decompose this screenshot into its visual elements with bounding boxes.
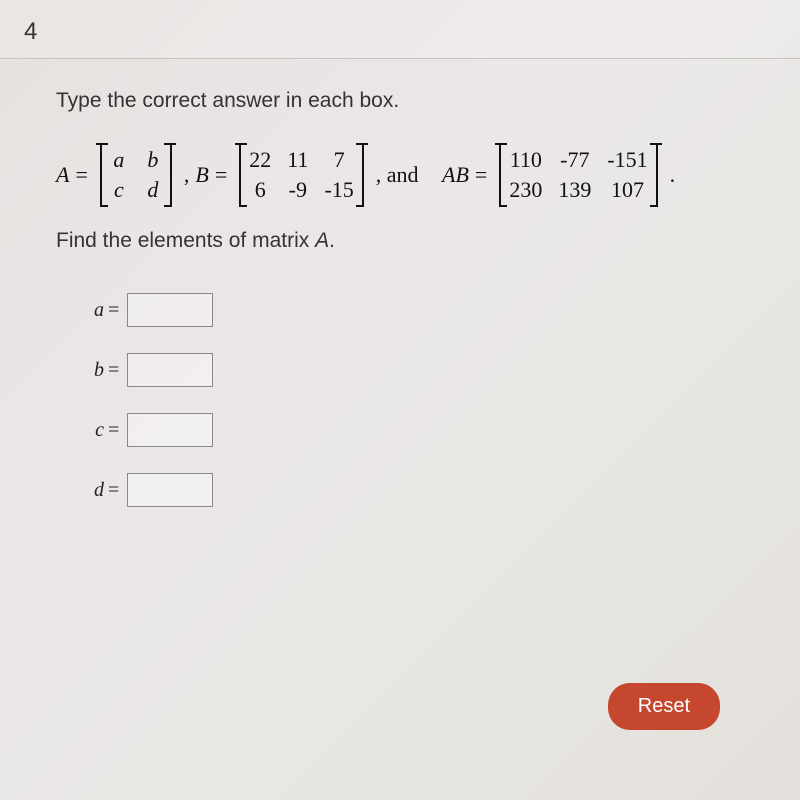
matrix-cell: a — [110, 147, 128, 173]
answer-eq-a: = — [108, 299, 119, 322]
answers-block: a=b=c=d= — [62, 293, 760, 507]
eq-sign-3: = — [475, 162, 487, 188]
answer-eq-c: = — [108, 419, 119, 442]
answer-row-c: c= — [62, 413, 760, 447]
reset-wrap: Reset — [608, 683, 720, 730]
eq-sign-1: = — [75, 162, 87, 188]
matrix-cell: -151 — [607, 147, 647, 173]
find-suffix: . — [329, 229, 335, 252]
matrix-cell: -77 — [558, 147, 591, 173]
matrix-cell: 230 — [509, 177, 542, 203]
matrix-cell: 6 — [249, 177, 271, 203]
question-page: 4 Type the correct answer in each box. A… — [0, 0, 800, 800]
matrix-a-label: A — [56, 162, 69, 188]
instruction-text: Type the correct answer in each box. — [56, 89, 760, 113]
matrix-cell: 7 — [324, 147, 353, 173]
matrix-cell: 22 — [249, 147, 271, 173]
period: . — [670, 162, 676, 188]
answer-input-b[interactable] — [127, 353, 213, 387]
answer-input-d[interactable] — [127, 473, 213, 507]
matrix-b: 22 11 7 6 -9 -15 — [235, 143, 368, 207]
matrix-ab-label: AB — [442, 162, 469, 188]
matrix-cell: d — [144, 177, 162, 203]
space-1 — [431, 162, 437, 188]
matrix-cell: -9 — [287, 177, 308, 203]
matrix-cell: -15 — [324, 177, 353, 203]
eq-sign-2: = — [215, 162, 227, 188]
matrix-cell: 110 — [509, 147, 542, 173]
matrix-cell: b — [144, 147, 162, 173]
matrix-cell: 139 — [558, 177, 591, 203]
answer-label-c: c — [62, 419, 104, 442]
matrix-ab: 110 -77 -151 230 139 107 — [495, 143, 661, 207]
answer-label-b: b — [62, 359, 104, 382]
answer-row-d: d= — [62, 473, 760, 507]
question-number-row: 4 — [0, 0, 800, 59]
matrix-cell: c — [110, 177, 128, 203]
answer-input-c[interactable] — [127, 413, 213, 447]
answer-eq-d: = — [108, 479, 119, 502]
answer-row-a: a= — [62, 293, 760, 327]
find-var: A — [315, 229, 329, 252]
find-text: Find the elements of matrix A. — [56, 229, 760, 253]
content-area: Type the correct answer in each box. A =… — [0, 59, 800, 507]
answer-row-b: b= — [62, 353, 760, 387]
matrix-b-label: B — [195, 162, 208, 188]
equation-line: A = abcd , B = 22 11 7 6 -9 -15 , and AB = 11… — [56, 143, 760, 207]
matrix-cell: 11 — [287, 147, 308, 173]
and-text: , and — [376, 162, 419, 188]
question-number: 4 — [24, 18, 37, 45]
answer-label-d: d — [62, 479, 104, 502]
comma-1: , — [184, 162, 190, 188]
matrix-a: abcd — [96, 143, 176, 207]
answer-label-a: a — [62, 299, 104, 322]
matrix-cell: 107 — [607, 177, 647, 203]
reset-button[interactable]: Reset — [608, 683, 720, 730]
answer-input-a[interactable] — [127, 293, 213, 327]
answer-eq-b: = — [108, 359, 119, 382]
find-prefix: Find the elements of matrix — [56, 229, 315, 252]
